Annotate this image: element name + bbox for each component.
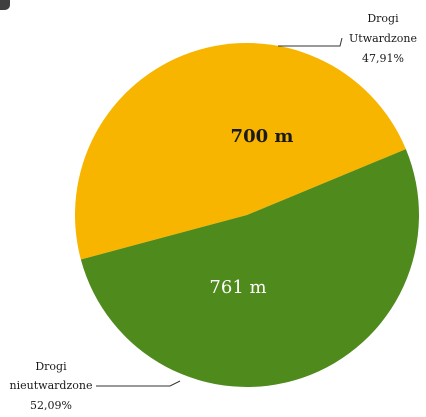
- pie-slices: [74, 42, 419, 387]
- pie-slice-nieutwardzone: [80, 149, 419, 387]
- pie-slice-utwardzone: [74, 42, 406, 260]
- callout-leader-nieutwardzone: [96, 380, 181, 387]
- callout-label-utwardzone-line1: Drogi: [367, 12, 399, 25]
- slice-value-utwardzone: 700 m: [231, 126, 294, 147]
- callout-leader-utwardzone: [278, 37, 343, 47]
- corner-mark: [0, 0, 10, 10]
- callout-percent-nieutwardzone: 52,09%: [30, 399, 72, 412]
- callout-label-nieutwardzone-line1: Drogi: [35, 360, 67, 373]
- callout-label-utwardzone-line2: Utwardzone: [349, 32, 417, 45]
- slice-value-nieutwardzone: 761 m: [209, 277, 266, 298]
- callout-percent-utwardzone: 47,91%: [362, 52, 404, 65]
- callout-label-nieutwardzone-line2: nieutwardzone: [10, 379, 93, 392]
